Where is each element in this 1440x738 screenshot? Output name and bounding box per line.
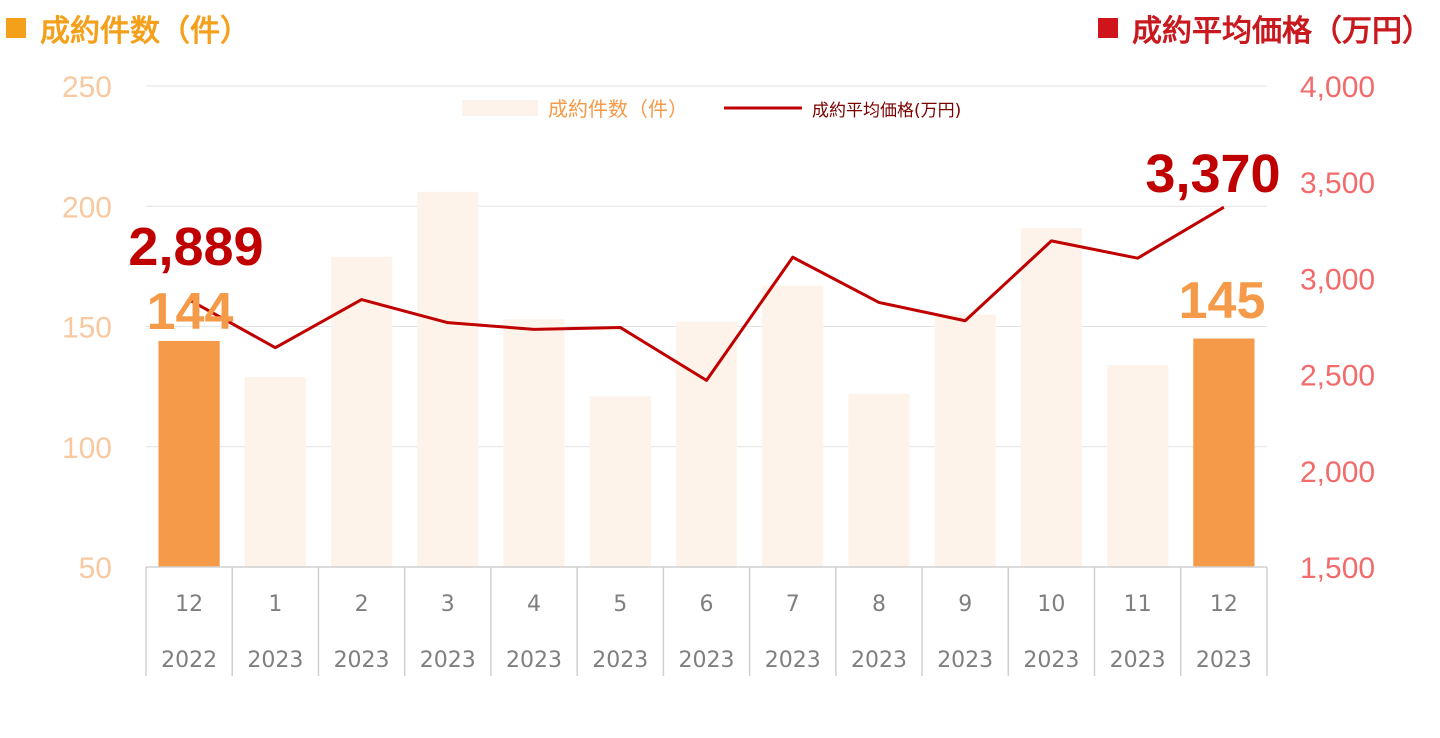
x-tick-label-year: 2023 [1023, 648, 1079, 673]
bar [1193, 338, 1255, 567]
right-axis-header: 成約平均価格（万円） [1098, 6, 1432, 50]
bar [848, 393, 910, 567]
x-tick-label-year: 2023 [937, 648, 993, 673]
x-tick-label-year: 2023 [851, 648, 907, 673]
left-axis-header-text: 成約件数（件） [40, 14, 250, 49]
x-tick-label-month: 8 [872, 592, 886, 617]
x-tick-label-month: 12 [175, 592, 203, 617]
bar [675, 321, 738, 567]
right-axis-tick-label: 1,500 [1300, 552, 1375, 585]
x-tick-label-year: 2023 [334, 648, 390, 673]
bar-legend-square-icon [6, 18, 26, 38]
x-tick-label-month: 3 [441, 592, 455, 617]
bar [503, 319, 565, 567]
data-callout-label: 144 [147, 283, 234, 341]
left-axis-tick-label: 100 [62, 432, 112, 465]
x-tick-label-month: 7 [786, 592, 800, 617]
x-tick-label-month: 4 [527, 592, 541, 617]
bar [417, 191, 479, 567]
x-tick-label-month: 1 [268, 592, 282, 617]
x-tick-label-year: 2023 [1196, 648, 1252, 673]
x-tick-label-month: 12 [1210, 592, 1238, 617]
x-tick-label-year: 2023 [679, 648, 735, 673]
right-axis-tick-label: 2,500 [1300, 360, 1375, 393]
left-axis-tick-label: 150 [62, 312, 112, 345]
bar [1107, 364, 1169, 567]
x-tick-label-year: 2023 [420, 648, 476, 673]
line-legend-square-icon [1098, 18, 1118, 38]
legend-bar-label: 成約件数（件） [548, 97, 688, 121]
x-tick-label-month: 11 [1124, 592, 1152, 617]
x-tick-label-month: 5 [613, 592, 627, 617]
x-tick-label-year: 2023 [1110, 648, 1166, 673]
left-axis-tick-label: 50 [79, 552, 112, 585]
left-axis-header: 成約件数（件） [6, 6, 250, 50]
right-axis-tick-label: 4,000 [1300, 71, 1375, 104]
data-callout-label: 3,370 [1145, 144, 1280, 204]
x-tick-label-month: 9 [958, 592, 972, 617]
bar [934, 314, 996, 567]
x-tick-label-year: 2023 [506, 648, 562, 673]
bar [330, 256, 393, 567]
data-callout-label: 2,889 [128, 217, 263, 277]
right-axis-header-text: 成約平均価格（万円） [1132, 14, 1432, 49]
x-tick-label-month: 2 [355, 592, 369, 617]
left-axis-tick-label: 250 [62, 71, 112, 104]
right-axis-tick-label: 2,000 [1300, 456, 1375, 489]
bar [589, 396, 651, 567]
x-tick-label-year: 2023 [247, 648, 303, 673]
x-tick-label-year: 2022 [161, 648, 217, 673]
right-axis-tick-label: 3,000 [1300, 263, 1375, 296]
data-callout-label: 145 [1179, 272, 1266, 330]
bar [762, 285, 824, 567]
left-axis-tick-label: 200 [62, 191, 112, 224]
legend-bar-swatch [462, 100, 538, 116]
bar [244, 377, 306, 567]
x-tick-label-year: 2023 [765, 648, 821, 673]
x-tick-label-year: 2023 [592, 648, 648, 673]
bar [158, 340, 220, 567]
legend-line-label: 成約平均価格(万円) [812, 101, 961, 121]
x-tick-label-month: 6 [700, 592, 714, 617]
right-axis-tick-label: 3,500 [1300, 167, 1375, 200]
line-series [188, 205, 1225, 382]
x-tick-label-month: 10 [1037, 592, 1065, 617]
bar [1020, 227, 1083, 567]
